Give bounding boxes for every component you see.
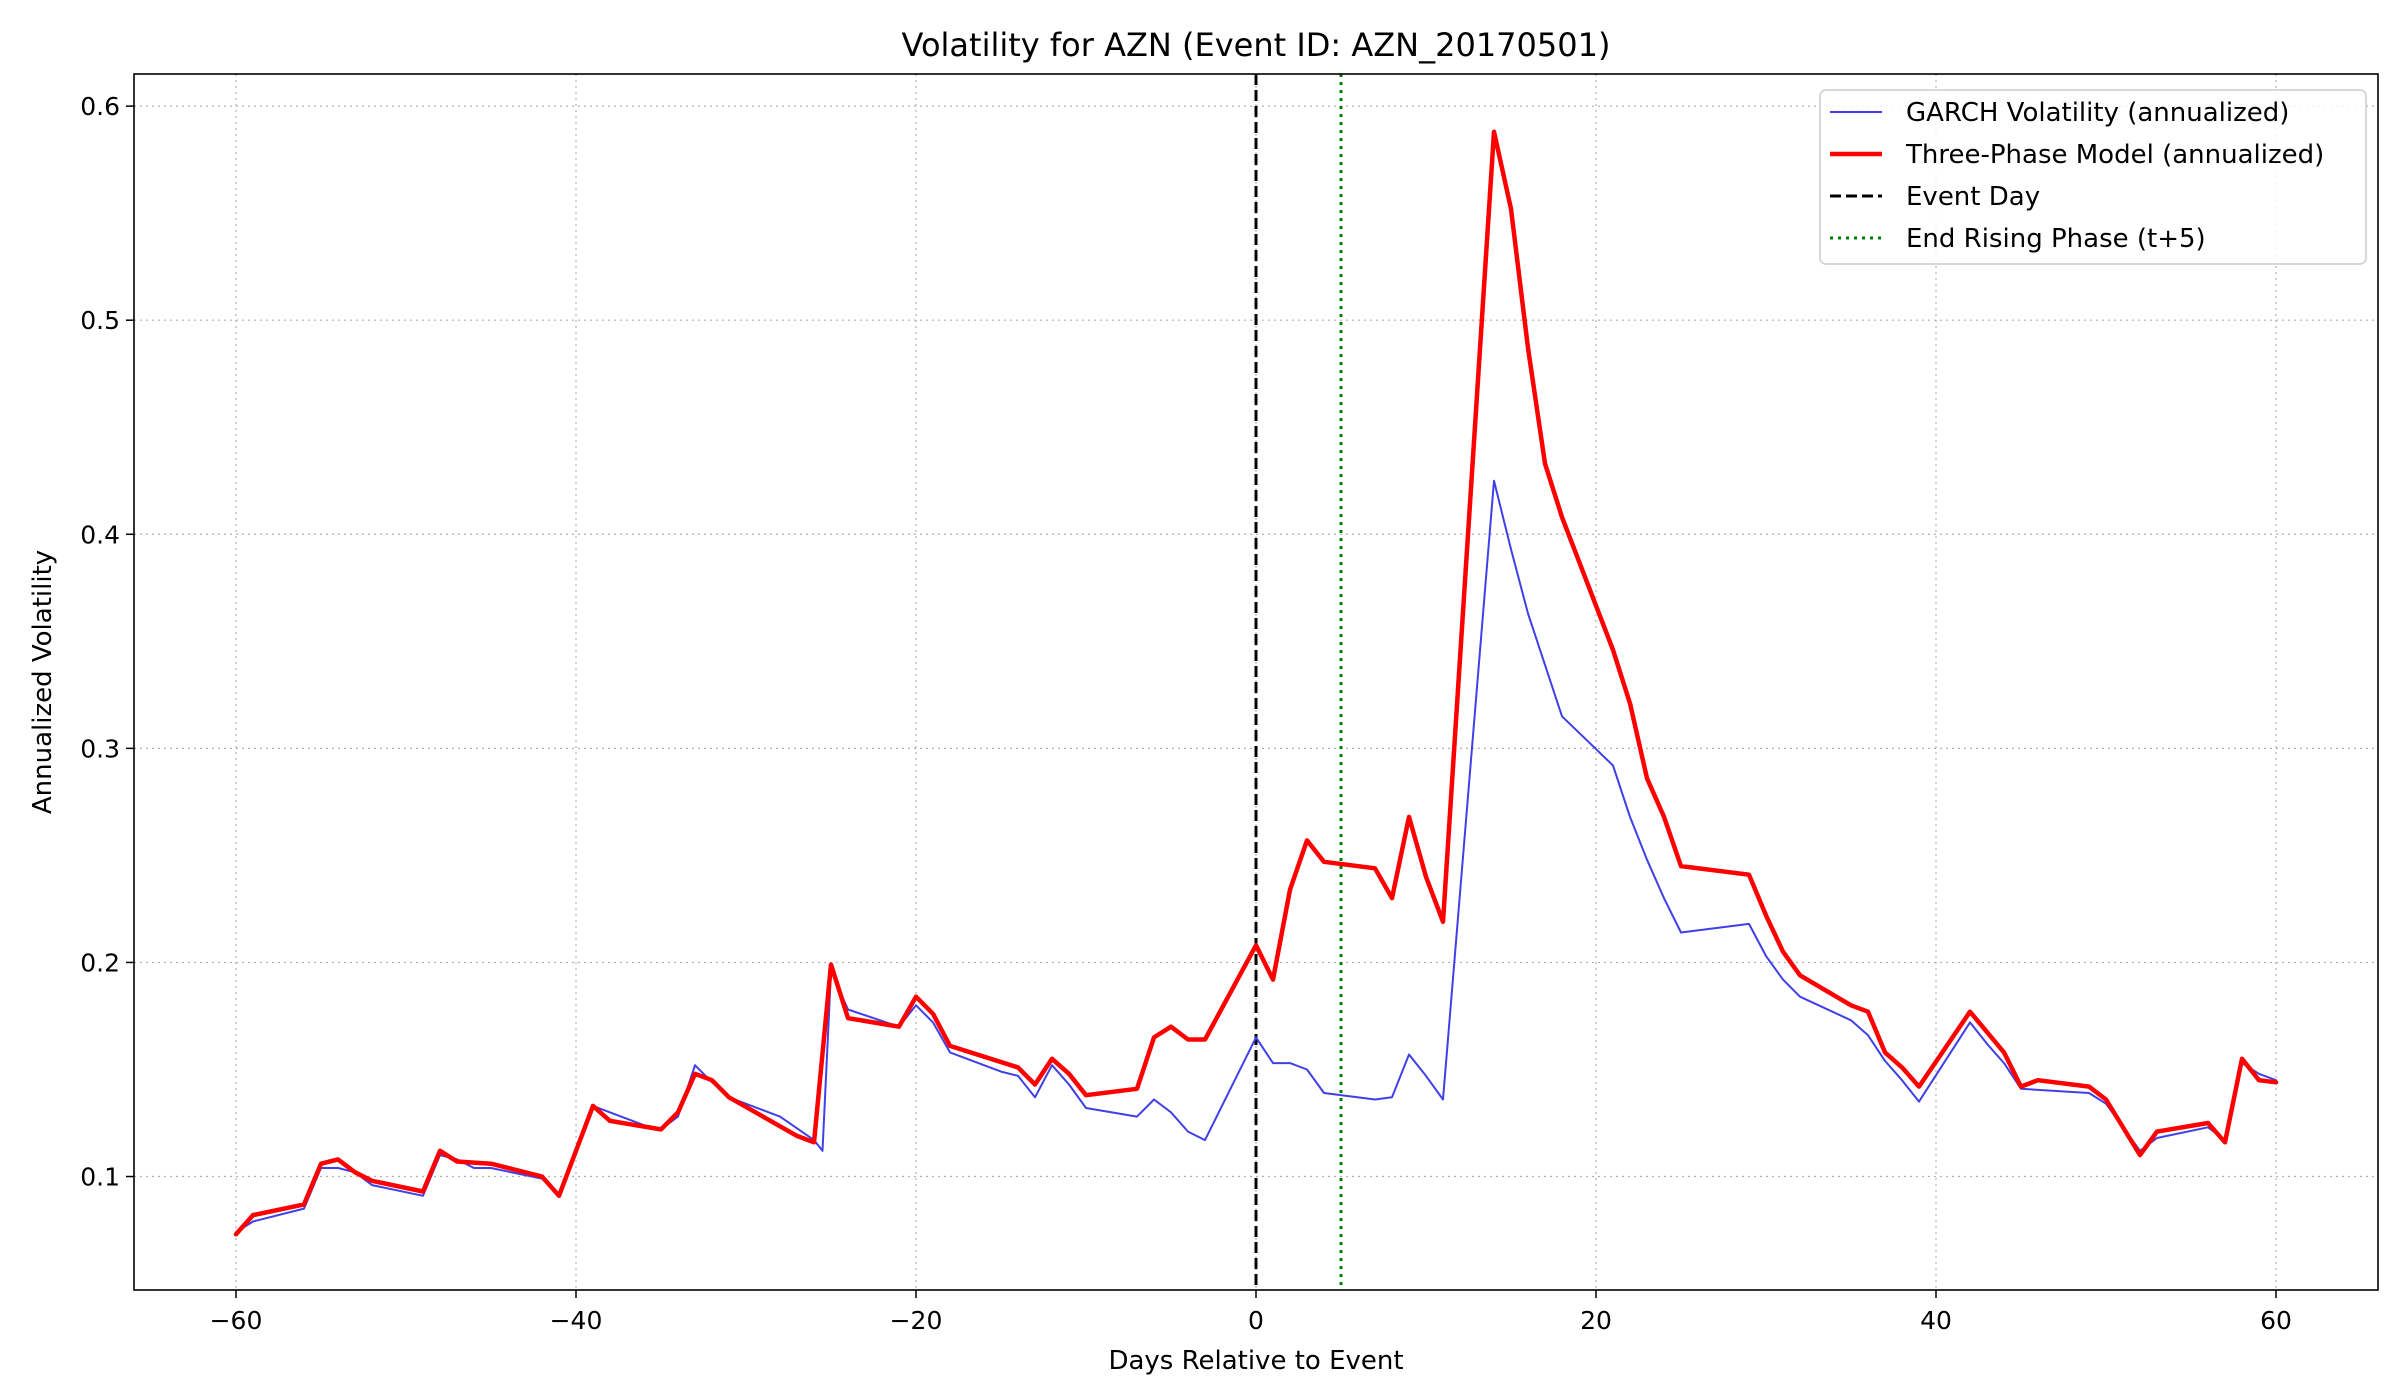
x-tick-label: −20 <box>890 1306 943 1335</box>
x-tick-label: 60 <box>2260 1306 2292 1335</box>
y-tick-label: 0.5 <box>80 306 120 335</box>
legend-label-garch: GARCH Volatility (annualized) <box>1906 98 2289 128</box>
three-phase-model-line <box>233 129 2279 1237</box>
legend-label-three-phase: Three-Phase Model (annualized) <box>1905 140 2324 170</box>
y-axis-ticks: 0.1 0.2 0.3 0.4 0.5 0.6 <box>80 92 134 1192</box>
y-tick-label: 0.4 <box>80 520 120 549</box>
series-lines <box>233 129 2279 1237</box>
chart-title: Volatility for AZN (Event ID: AZN_201705… <box>902 26 1611 64</box>
y-tick-label: 0.3 <box>80 734 120 763</box>
legend-box <box>1819 89 2367 265</box>
y-tick-label: 0.1 <box>80 1163 120 1192</box>
x-tick-label: 40 <box>1920 1306 1952 1335</box>
x-tick-label: 0 <box>1248 1306 1264 1335</box>
legend-label-event-day: Event Day <box>1906 182 2040 212</box>
y-tick-label: 0.2 <box>80 948 120 977</box>
x-axis-label: Days Relative to Event <box>1108 1346 1403 1376</box>
y-tick-label: 0.6 <box>80 92 120 121</box>
legend: GARCH Volatility (annualized) Three-Phas… <box>1819 89 2367 265</box>
legend-label-end-rising: End Rising Phase (t+5) <box>1906 224 2206 254</box>
y-axis-label: Annualized Volatility <box>28 550 58 814</box>
x-tick-label: −40 <box>550 1306 603 1335</box>
reference-lines <box>1254 74 1343 1290</box>
x-tick-label: 20 <box>1580 1306 1612 1335</box>
x-tick-label: −60 <box>210 1306 263 1335</box>
x-axis-ticks: −60 −40 −20 0 20 40 60 <box>210 1290 2292 1335</box>
